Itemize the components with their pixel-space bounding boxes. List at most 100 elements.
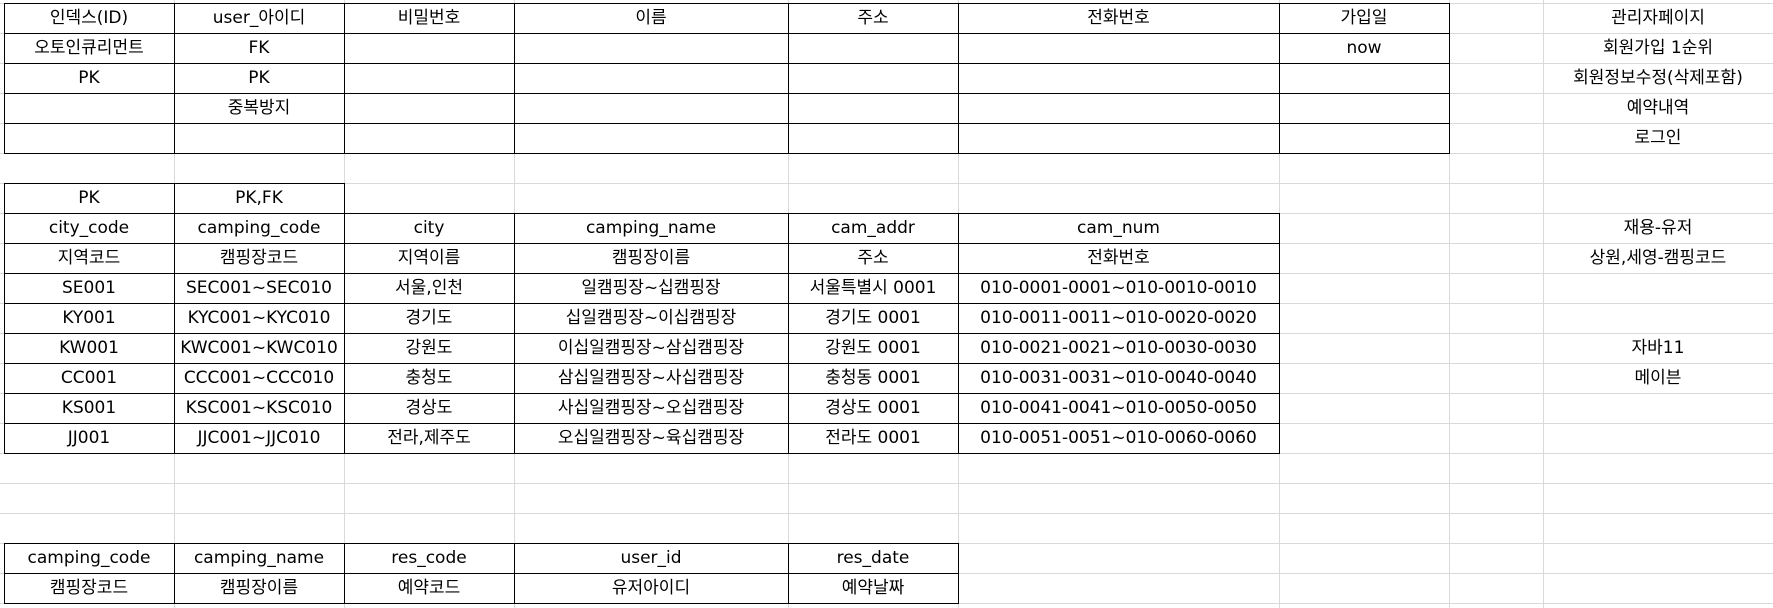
reservation-subheader-cell[interactable]: 캠핑장코드: [49, 578, 129, 598]
users-table-border: [174, 3, 175, 153]
camping-cell[interactable]: 충청동 0001: [825, 368, 921, 388]
camping-cell[interactable]: KY001: [62, 308, 116, 328]
camping-cell[interactable]: 삼십일캠핑장~사십캠핑장: [557, 368, 745, 388]
users-table-border: [514, 3, 515, 153]
camping-cell[interactable]: 서울특별시 0001: [809, 278, 937, 298]
camping-key-cell[interactable]: PK,FK: [235, 188, 283, 208]
camping-cell[interactable]: 경상도: [405, 398, 453, 418]
users-header-cell[interactable]: user_아이디: [212, 8, 306, 28]
camping-table-border: [4, 273, 1280, 274]
camping-cell[interactable]: 010-0031-0031~010-0040-0040: [980, 368, 1257, 388]
admin-note[interactable]: 회원정보수정(삭제포함): [1573, 68, 1743, 88]
camping-cell[interactable]: 오십일캠핑장~육십캠핑장: [557, 428, 745, 448]
camping-table-border: [1279, 213, 1280, 453]
side-note[interactable]: 상원,세영-캠핑코드: [1589, 248, 1727, 268]
camping-subheader-cell[interactable]: 지역이름: [397, 248, 461, 268]
gridline: [1449, 0, 1450, 608]
camping-cell[interactable]: 010-0051-0051~010-0060-0060: [980, 428, 1257, 448]
reservation-table-border: [958, 543, 959, 603]
camping-cell[interactable]: 이십일캠핑장~삼십캠핑장: [557, 338, 745, 358]
camping-cell[interactable]: 십일캠핑장~이십캠핑장: [565, 308, 737, 328]
camping-subheader-cell[interactable]: 전화번호: [1087, 248, 1150, 268]
users-header-cell[interactable]: 비밀번호: [397, 8, 461, 28]
camping-table-border: [4, 393, 1280, 394]
camping-cell[interactable]: 경기도: [405, 308, 453, 328]
camping-cell[interactable]: 010-0011-0011~010-0020-0020: [980, 308, 1257, 328]
camping-cell[interactable]: 충청도: [405, 368, 453, 388]
camping-header-cell[interactable]: camping_code: [197, 218, 321, 238]
users-header-cell[interactable]: 가입일: [1340, 8, 1388, 28]
reservation-subheader-cell[interactable]: 캠핑장이름: [219, 578, 299, 598]
users-header-cell[interactable]: 주소: [857, 8, 889, 28]
camping-cell[interactable]: CCC001~CCC010: [183, 368, 335, 388]
camping-header-cell[interactable]: cam_num: [1077, 218, 1160, 238]
camping-table-border: [4, 213, 5, 453]
camping-table-border: [4, 213, 1280, 214]
camping-table-border: [4, 303, 1280, 304]
camping-header-cell[interactable]: camping_name: [585, 218, 717, 238]
reservation-table-border: [4, 603, 959, 604]
camping-cell[interactable]: 강원도 0001: [825, 338, 921, 358]
admin-note[interactable]: 예약내역: [1626, 98, 1690, 118]
reservation-header-cell[interactable]: user_id: [620, 548, 682, 568]
reservation-subheader-cell[interactable]: 예약코드: [397, 578, 461, 598]
admin-note[interactable]: 로그인: [1634, 128, 1682, 148]
camping-cell[interactable]: 강원도: [405, 338, 453, 358]
camping-header-cell[interactable]: city_code: [48, 218, 130, 238]
camping-table-border: [958, 213, 959, 453]
camping-cell[interactable]: KW001: [59, 338, 119, 358]
camping-cell[interactable]: 전라도 0001: [825, 428, 921, 448]
users-cell[interactable]: 중복방지: [227, 98, 291, 118]
reservation-subheader-cell[interactable]: 유저아이디: [611, 578, 691, 598]
camping-cell[interactable]: JJ001: [67, 428, 111, 448]
users-table-border: [958, 3, 959, 153]
users-cell[interactable]: PK: [78, 68, 100, 88]
camping-cell[interactable]: 사십일캠핑장~오십캠핑장: [557, 398, 745, 418]
side-note[interactable]: 메이븐: [1634, 368, 1682, 388]
camping-key-row-border: [174, 183, 175, 213]
reservation-header-cell[interactable]: res_date: [836, 548, 910, 568]
camping-cell[interactable]: SEC001~SEC010: [186, 278, 332, 298]
camping-cell[interactable]: 일캠핑장~십캠핑장: [581, 278, 721, 298]
users-header-cell[interactable]: 전화번호: [1087, 8, 1150, 28]
users-table-border: [788, 3, 789, 153]
camping-cell[interactable]: JJC001~JJC010: [197, 428, 321, 448]
camping-cell[interactable]: 010-0041-0041~010-0050-0050: [980, 398, 1257, 418]
reservation-subheader-cell[interactable]: 예약날짜: [841, 578, 905, 598]
camping-cell[interactable]: KYC001~KYC010: [187, 308, 331, 328]
admin-note[interactable]: 관리자페이지: [1611, 8, 1705, 28]
camping-subheader-cell[interactable]: 캠핑장이름: [611, 248, 691, 268]
users-header-cell[interactable]: 이름: [635, 8, 667, 28]
camping-cell[interactable]: KWC001~KWC010: [180, 338, 338, 358]
camping-cell[interactable]: 서울,인천: [395, 278, 463, 298]
camping-cell[interactable]: 경상도 0001: [825, 398, 921, 418]
users-cell[interactable]: 오토인큐리먼트: [34, 38, 144, 58]
camping-cell[interactable]: KS001: [61, 398, 117, 418]
users-table-border: [1279, 3, 1280, 153]
reservation-header-cell[interactable]: res_code: [391, 548, 467, 568]
side-note[interactable]: 자바11: [1631, 338, 1685, 358]
camping-cell[interactable]: CC001: [60, 368, 118, 388]
camping-cell[interactable]: 010-0021-0021~010-0030-0030: [980, 338, 1257, 358]
users-cell[interactable]: PK: [248, 68, 270, 88]
reservation-header-cell[interactable]: camping_code: [27, 548, 151, 568]
camping-cell[interactable]: KSC001~KSC010: [185, 398, 333, 418]
reservation-table-border: [4, 573, 959, 574]
side-note[interactable]: 재용-유저: [1623, 218, 1693, 238]
users-cell[interactable]: now: [1346, 38, 1382, 58]
reservation-header-cell[interactable]: camping_name: [193, 548, 325, 568]
camping-subheader-cell[interactable]: 지역코드: [57, 248, 121, 268]
camping-subheader-cell[interactable]: 캠핑장코드: [219, 248, 299, 268]
users-header-cell[interactable]: 인덱스(ID): [49, 8, 129, 28]
camping-cell[interactable]: SE001: [62, 278, 116, 298]
camping-cell[interactable]: 010-0001-0001~010-0010-0010: [980, 278, 1257, 298]
camping-header-cell[interactable]: city: [413, 218, 445, 238]
camping-subheader-cell[interactable]: 주소: [857, 248, 889, 268]
camping-cell[interactable]: 경기도 0001: [825, 308, 921, 328]
admin-note[interactable]: 회원가입 1순위: [1602, 38, 1714, 58]
users-cell[interactable]: FK: [248, 38, 270, 58]
camping-key-cell[interactable]: PK: [78, 188, 100, 208]
camping-cell[interactable]: 전라,제주도: [387, 428, 471, 448]
camping-header-cell[interactable]: cam_addr: [831, 218, 915, 238]
camping-table-border: [4, 333, 1280, 334]
